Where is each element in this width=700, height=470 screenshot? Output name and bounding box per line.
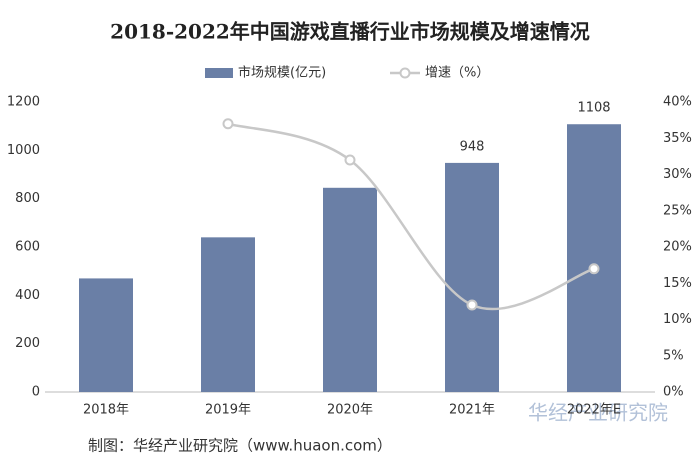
bar: [323, 187, 377, 392]
y-tick-label: 400: [15, 288, 40, 303]
growth-marker: [588, 263, 600, 275]
source: 制图：华经产业研究院（www.huaon.com）: [88, 437, 392, 455]
growth-marker: [466, 299, 478, 311]
y-tick-label: 1000: [7, 143, 40, 158]
y2-tick-label: 5%: [663, 348, 684, 363]
y2-tick-label: 0%: [663, 385, 684, 400]
legend-marker: [399, 67, 411, 79]
bar: [79, 278, 133, 392]
growth-marker: [344, 154, 356, 166]
x-tick-label: 2022年E: [567, 403, 621, 418]
watermark: 华经产业研究院: [528, 401, 668, 425]
data-label: 1108: [577, 101, 610, 116]
y-tick-label: 600: [15, 240, 40, 255]
y2-tick-label: 20%: [663, 240, 692, 255]
x-tick-label: 2021年: [449, 403, 495, 418]
legend-swatch: [205, 68, 233, 78]
y2-tick-label: 35%: [663, 131, 692, 146]
growth-line: [227, 122, 595, 311]
x-tick-label: 2020年: [327, 403, 373, 418]
y2-tick-label: 25%: [663, 203, 692, 218]
y2-tick-label: 10%: [663, 312, 692, 327]
y-tick-label: 200: [15, 336, 40, 351]
y2-tick-label: 30%: [663, 167, 692, 182]
y-tick-label: 0: [32, 385, 40, 400]
bar: [201, 237, 255, 392]
growth-marker: [222, 118, 234, 130]
data-label: 948: [460, 139, 485, 154]
bar: [567, 124, 621, 392]
y2-tick-label: 40%: [663, 95, 692, 110]
bar: [445, 162, 499, 392]
y-tick-label: 800: [15, 191, 40, 206]
y2-tick-label: 15%: [663, 276, 692, 291]
x-tick-label: 2019年: [205, 403, 251, 418]
chart-title: 2018-2022年中国游戏直播行业市场规模及增速情况: [110, 20, 590, 44]
y-tick-label: 1200: [7, 95, 40, 110]
legend-label: 市场规模(亿元): [238, 65, 326, 81]
legend-label: 增速（%）: [425, 66, 489, 81]
x-tick-label: 2018年: [83, 403, 129, 418]
